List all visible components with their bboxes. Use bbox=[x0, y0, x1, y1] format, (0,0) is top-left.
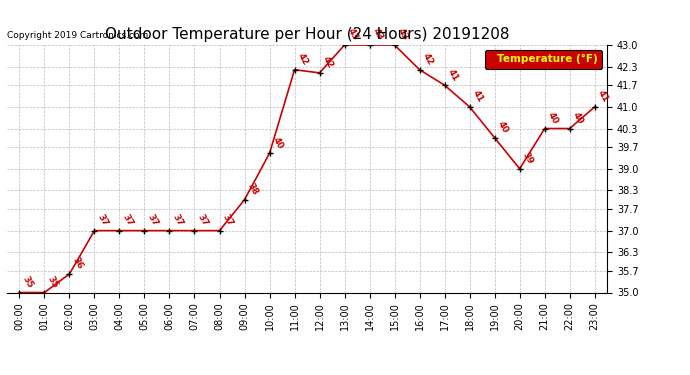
Text: 37: 37 bbox=[146, 212, 160, 228]
Text: 42: 42 bbox=[421, 51, 435, 67]
Text: 39: 39 bbox=[521, 150, 535, 166]
Text: 42: 42 bbox=[296, 51, 310, 67]
Text: 42: 42 bbox=[321, 55, 335, 70]
Text: 40: 40 bbox=[571, 110, 585, 126]
Text: 43: 43 bbox=[396, 27, 410, 42]
Text: 43: 43 bbox=[371, 27, 385, 42]
Text: 35: 35 bbox=[46, 274, 60, 290]
Text: 43: 43 bbox=[346, 27, 360, 42]
Text: 37: 37 bbox=[221, 212, 235, 228]
Text: 38: 38 bbox=[246, 182, 260, 197]
Text: 41: 41 bbox=[596, 88, 610, 104]
Legend: Temperature (°F): Temperature (°F) bbox=[484, 50, 602, 69]
Text: 40: 40 bbox=[546, 110, 560, 126]
Text: Copyright 2019 Cartronics.com: Copyright 2019 Cartronics.com bbox=[7, 31, 148, 40]
Title: Outdoor Temperature per Hour (24 Hours) 20191208: Outdoor Temperature per Hour (24 Hours) … bbox=[105, 27, 509, 42]
Text: 40: 40 bbox=[271, 135, 285, 150]
Text: 41: 41 bbox=[446, 67, 460, 82]
Text: 37: 37 bbox=[196, 212, 210, 228]
Text: 40: 40 bbox=[496, 120, 510, 135]
Text: 41: 41 bbox=[471, 88, 485, 104]
Text: 37: 37 bbox=[171, 212, 185, 228]
Text: 35: 35 bbox=[21, 274, 34, 290]
Text: 37: 37 bbox=[96, 212, 110, 228]
Text: 36: 36 bbox=[71, 256, 85, 271]
Text: 37: 37 bbox=[121, 212, 135, 228]
